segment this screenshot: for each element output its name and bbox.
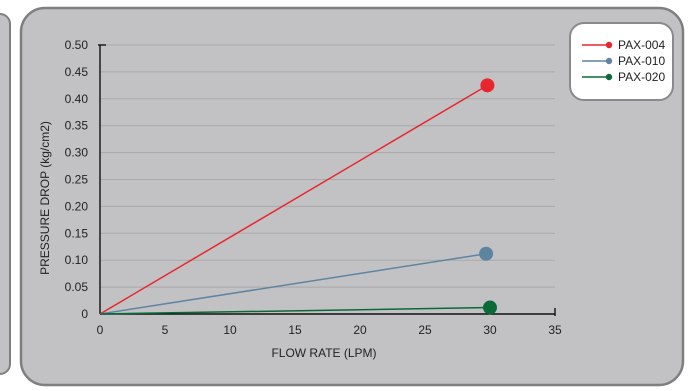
y-axis-label: PRESSURE DROP (kg/cm2) <box>38 121 52 275</box>
grid-lines <box>100 44 555 288</box>
x-tick-label: 10 <box>223 323 237 337</box>
series-group <box>99 78 497 315</box>
y-tick-label: 0.45 <box>65 65 89 79</box>
y-tick-label: 0.10 <box>65 253 89 267</box>
series-line-pax-010 <box>99 253 487 315</box>
legend-marker <box>605 41 613 49</box>
left-panel-edge <box>0 13 11 375</box>
x-tick-label: 30 <box>483 323 497 337</box>
legend-marker <box>605 57 613 65</box>
y-tick-label: 0.05 <box>65 280 89 294</box>
y-tick-label: 0.50 <box>65 38 89 52</box>
y-tick-label: 0.25 <box>65 173 89 187</box>
x-tick-label: 15 <box>288 323 302 337</box>
x-tick-label: 5 <box>162 323 169 337</box>
x-ticks: 0 5 10 15 20 25 30 35 <box>97 323 562 337</box>
legend-marker <box>605 73 613 81</box>
y-tick-label: 0.20 <box>65 199 89 213</box>
series-line-pax-004 <box>99 84 488 315</box>
y-ticks: 0 0.05 0.10 0.15 0.20 0.25 0.30 0.35 0.40 0.45 0.5… <box>65 38 89 321</box>
data-point-pax-010 <box>479 246 494 261</box>
data-point-pax-004 <box>480 78 495 93</box>
series-line-pax-020 <box>99 306 491 315</box>
legend-label: PAX-004 <box>618 38 665 52</box>
legend: PAX-004 PAX-010 PAX-020 <box>569 22 674 101</box>
chart-panel <box>19 6 685 387</box>
x-axis-label: FLOW RATE (LPM) <box>271 346 376 360</box>
y-tick-label: 0.30 <box>65 146 89 160</box>
y-tick-label: 0.35 <box>65 119 89 133</box>
data-point-pax-020 <box>483 300 497 315</box>
legend-label: PAX-010 <box>618 54 665 68</box>
x-tick-label: 0 <box>97 323 104 337</box>
y-tick-label: 0 <box>81 307 88 321</box>
x-tick-label: 20 <box>353 323 367 337</box>
y-tick-label: 0.40 <box>65 92 89 106</box>
x-tick-label: 25 <box>418 323 432 337</box>
x-tick-label: 35 <box>548 323 562 337</box>
y-tick-label: 0.15 <box>65 226 89 240</box>
legend-label: PAX-020 <box>618 70 665 84</box>
axes <box>98 44 556 316</box>
legend-box <box>569 22 674 101</box>
